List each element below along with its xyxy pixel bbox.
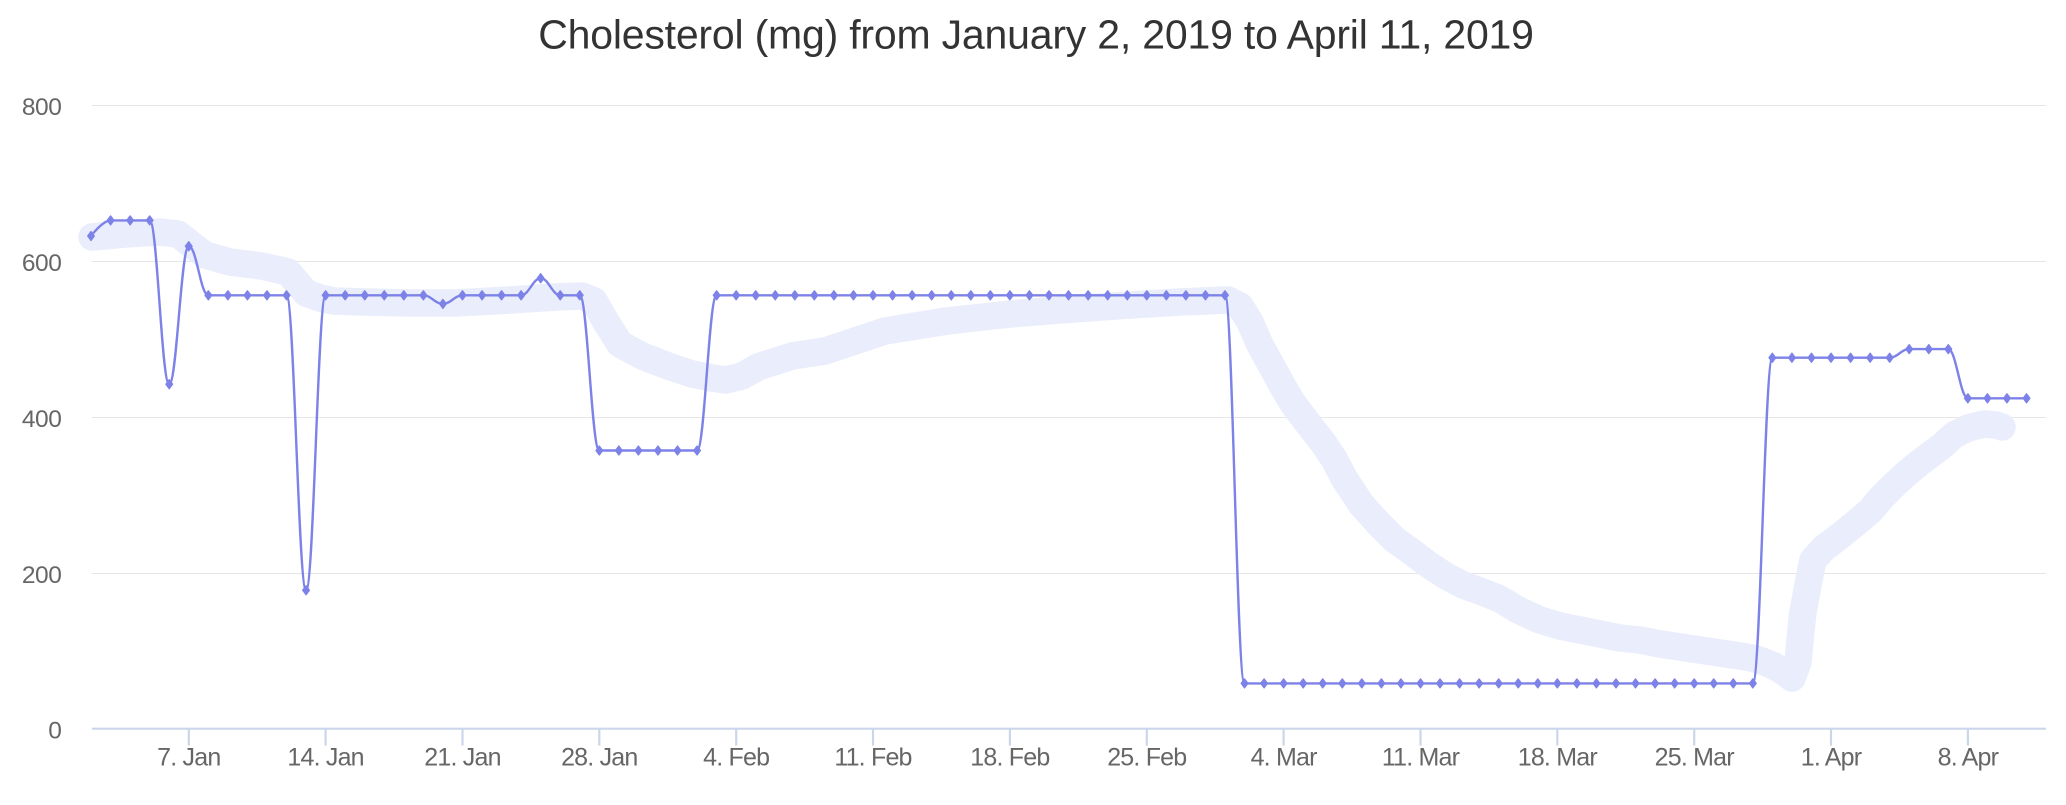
svg-text:21. Jan: 21. Jan (424, 744, 500, 772)
svg-text:25. Feb: 25. Feb (1107, 744, 1186, 772)
svg-text:600: 600 (22, 250, 62, 277)
svg-text:800: 800 (22, 94, 62, 121)
svg-text:400: 400 (22, 406, 62, 433)
svg-text:28. Jan: 28. Jan (561, 744, 637, 772)
svg-text:18. Mar: 18. Mar (1518, 744, 1598, 772)
svg-text:14. Jan: 14. Jan (287, 744, 363, 772)
svg-text:11. Mar: 11. Mar (1382, 744, 1460, 772)
svg-text:11. Feb: 11. Feb (834, 744, 911, 772)
svg-text:1. Apr: 1. Apr (1801, 744, 1862, 772)
svg-text:8. Apr: 8. Apr (1938, 744, 1999, 772)
svg-text:Cholesterol (mg) from January: Cholesterol (mg) from January 2, 2019 to… (538, 12, 1534, 58)
svg-text:0: 0 (48, 718, 61, 745)
svg-text:7. Jan: 7. Jan (157, 744, 220, 772)
svg-text:4. Mar: 4. Mar (1251, 744, 1318, 772)
svg-text:4. Feb: 4. Feb (703, 744, 769, 772)
svg-text:18. Feb: 18. Feb (970, 744, 1049, 772)
svg-text:200: 200 (22, 562, 62, 589)
svg-text:25. Mar: 25. Mar (1655, 744, 1735, 772)
